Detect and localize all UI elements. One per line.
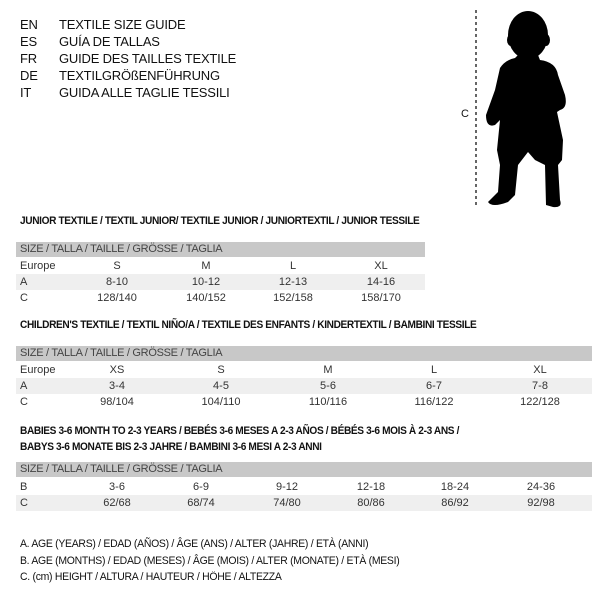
- table-cell: 152/158: [273, 292, 313, 304]
- table-row: C 128/140 140/152 152/158 158/170: [16, 290, 425, 306]
- table-cell: 68/74: [187, 497, 215, 509]
- table-cell: 128/140: [97, 292, 137, 304]
- table-cell: 8-10: [105, 276, 129, 288]
- table-cell: 98/104: [100, 396, 134, 408]
- table-cell: XL: [374, 260, 388, 272]
- table-cell: 122/128: [520, 396, 560, 408]
- language-code: FR: [20, 51, 37, 66]
- table-cell: S: [113, 260, 121, 272]
- junior-size-header: SIZE / TALLA / TAILLE / GRÖSSE / TAGLIA: [16, 242, 425, 257]
- language-code: DE: [20, 68, 38, 83]
- row-label: A: [20, 380, 28, 392]
- table-cell: M: [323, 364, 333, 376]
- table-cell: L: [430, 364, 438, 376]
- table-cell: 7-8: [532, 380, 548, 392]
- table-row: A 8-10 10-12 12-13 14-16: [16, 274, 425, 290]
- table-cell: 3-6: [109, 481, 125, 493]
- table-cell: 140/152: [186, 292, 226, 304]
- table-cell: 18-24: [440, 481, 470, 493]
- table-cell: 3-4: [109, 380, 125, 392]
- junior-title: JUNIOR TEXTILE / TEXTIL JUNIOR/ TEXTILE …: [20, 215, 420, 227]
- table-cell: XS: [109, 364, 125, 376]
- measure-label: C: [461, 108, 469, 120]
- babies-title-line2: BABYS 3-6 MONATE BIS 2-3 JAHRE / BAMBINI…: [20, 441, 322, 453]
- child-silhouette-icon: [475, 10, 566, 208]
- table-row: Europe S M L XL: [16, 258, 425, 274]
- children-title-text: CHILDREN'S TEXTILE / TEXTIL NIÑO/A / TEX…: [20, 319, 477, 331]
- table-cell: 62/68: [103, 497, 131, 509]
- table-cell: 24-36: [526, 481, 556, 493]
- table-cell: 14-16: [366, 276, 396, 288]
- row-label: A: [20, 276, 28, 288]
- table-cell: 12-13: [278, 276, 308, 288]
- row-label: B: [20, 481, 28, 493]
- table-cell: 110/116: [308, 396, 348, 408]
- table-cell: 104/110: [201, 396, 241, 408]
- table-cell: M: [201, 260, 211, 272]
- babies-size-header: SIZE / TALLA / TAILLE / GRÖSSE / TAGLIA: [16, 462, 592, 477]
- table-row: Europe XS S M L XL: [16, 362, 592, 378]
- row-label: C: [20, 497, 28, 509]
- table-row: C 98/104 104/110 110/116 116/122 122/128: [16, 394, 592, 410]
- language-title: GUIDA ALLE TAGLIE TESSILI: [59, 85, 230, 100]
- table-cell: 5-6: [320, 380, 336, 392]
- table-cell: L: [289, 260, 297, 272]
- table-cell: 12-18: [356, 481, 386, 493]
- table-cell: 158/170: [361, 292, 401, 304]
- table-cell: XL: [533, 364, 547, 376]
- legend-b: B. AGE (MONTHS) / EDAD (MESES) / ÂGE (MO…: [20, 555, 400, 567]
- children-size-header: SIZE / TALLA / TAILLE / GRÖSSE / TAGLIA: [16, 346, 592, 361]
- table-cell: 9-12: [275, 481, 299, 493]
- table-cell: S: [217, 364, 225, 376]
- legend-a: A. AGE (YEARS) / EDAD (AÑOS) / ÂGE (ANS)…: [20, 538, 369, 550]
- language-title: TEXTILGRÖßENFÜHRUNG: [59, 68, 220, 83]
- language-title: TEXTILE SIZE GUIDE: [59, 17, 186, 32]
- table-cell: 92/98: [527, 497, 555, 509]
- table-cell: 116/122: [414, 396, 454, 408]
- table-cell: 4-5: [213, 380, 229, 392]
- babies-title-line1: BABIES 3-6 MONTH TO 2-3 YEARS / BEBÉS 3-…: [20, 425, 460, 437]
- table-cell: 86/92: [441, 497, 469, 509]
- table-cell: 6-7: [426, 380, 442, 392]
- table-cell: 6-9: [193, 481, 209, 493]
- table-cell: 10-12: [191, 276, 221, 288]
- language-code: IT: [20, 85, 32, 100]
- children-title: CHILDREN'S TEXTILE / TEXTIL NIÑO/A / TEX…: [20, 319, 477, 331]
- legend-c: C. (cm) HEIGHT / ALTURA / HAUTEUR / HÖHE…: [20, 571, 282, 583]
- table-cell: 80/86: [357, 497, 385, 509]
- table-row: B 3-6 6-9 9-12 12-18 18-24 24-36: [16, 479, 592, 495]
- table-row: A 3-4 4-5 5-6 6-7 7-8: [16, 378, 592, 394]
- row-label: C: [20, 292, 28, 304]
- language-code: EN: [20, 17, 38, 32]
- row-label: Europe: [20, 260, 56, 272]
- row-label: C: [20, 396, 28, 408]
- language-code: ES: [20, 34, 37, 49]
- language-title: GUÍA DE TALLAS: [59, 34, 160, 49]
- table-cell: 74/80: [273, 497, 301, 509]
- language-title: GUIDE DES TAILLES TEXTILE: [59, 51, 237, 66]
- table-row: C 62/68 68/74 74/80 80/86 86/92 92/98: [16, 495, 592, 511]
- row-label: Europe: [20, 364, 56, 376]
